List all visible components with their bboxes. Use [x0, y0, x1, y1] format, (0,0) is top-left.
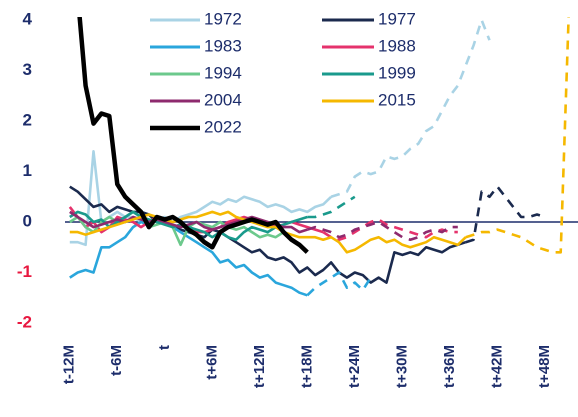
series-line-dashed [307, 195, 356, 219]
series-line [69, 210, 308, 234]
legend-label: 1999 [378, 63, 416, 82]
series-line-dashed [465, 17, 570, 254]
y-tick-label: 0 [23, 212, 32, 231]
x-tick-label: t-12M [61, 345, 78, 384]
x-tick-label: t+36M [441, 345, 458, 388]
series-line-dashed [322, 218, 458, 241]
series-line-dashed [306, 220, 458, 241]
y-tick-label: 1 [23, 161, 32, 180]
y-tick-label: -2 [17, 313, 32, 332]
axes: -2 -1 0 1 2 3 4 t-12M t-6M t t+6M t+12M t+18M t+24M t+… [17, 10, 578, 388]
series-line [77, 17, 309, 254]
x-tick-label: t-6M [108, 345, 125, 376]
x-tick-label: t+48M [536, 345, 553, 388]
legend-label: 2022 [204, 117, 242, 136]
plot-area [68, 17, 570, 297]
y-tick-label: -1 [17, 262, 32, 281]
series-line [69, 150, 333, 247]
legend-label: 1983 [204, 36, 242, 55]
legend-label: 1977 [378, 9, 416, 28]
x-tick-label: t [156, 345, 173, 350]
legend-label: 1988 [378, 36, 416, 55]
x-tick-label: t+12M [251, 345, 268, 388]
series-line-dashed [306, 271, 372, 297]
legend-label: 1972 [204, 9, 242, 28]
x-tick-label: t+18M [298, 345, 315, 388]
y-tick-label: 2 [23, 111, 32, 130]
legend-label: 2004 [204, 90, 242, 109]
x-tick-label: t+6M [203, 345, 220, 380]
x-tick-label: t+24M [346, 345, 363, 388]
y-tick-label: 4 [23, 10, 33, 29]
series-line [69, 218, 308, 297]
x-tick-label: t+42M [488, 345, 505, 388]
x-tick-label: t+30M [393, 345, 410, 388]
series-line-dashed [330, 18, 491, 199]
series-line [69, 185, 467, 284]
legend: 1972 1977 1983 1988 1994 1999 2004 2015 2022 [150, 9, 416, 136]
legend-label: 1994 [204, 63, 242, 82]
y-tick-label: 3 [23, 60, 32, 79]
series-line-dashed [465, 185, 546, 244]
legend-label: 2015 [378, 90, 416, 109]
series-line [69, 210, 467, 254]
